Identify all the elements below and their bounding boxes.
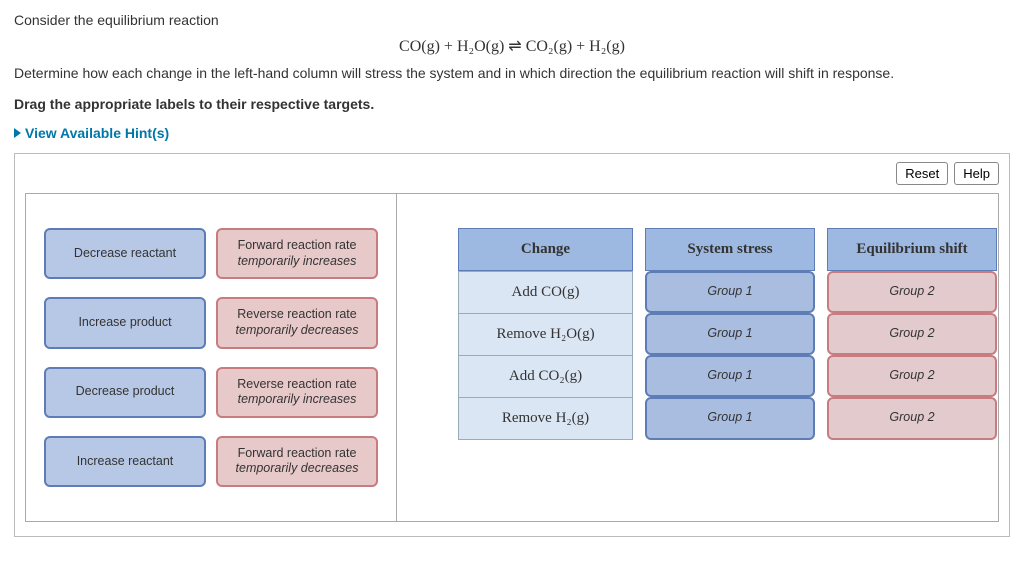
label-decrease-reactant[interactable]: Decrease reactant xyxy=(44,228,206,279)
dropzone-r1-g1[interactable]: Group 1 xyxy=(645,313,815,355)
dropzone-r2-g2[interactable]: Group 2 xyxy=(827,355,997,397)
label-forward-increases[interactable]: Forward reaction rate temporarily increa… xyxy=(216,228,378,279)
pane-divider xyxy=(396,194,426,521)
label-increase-reactant[interactable]: Increase reactant xyxy=(44,436,206,487)
dropzone-r0-g1[interactable]: Group 1 xyxy=(645,271,815,313)
dropzone-r3-g2[interactable]: Group 2 xyxy=(827,397,997,440)
chevron-right-icon xyxy=(14,128,21,138)
dropzone-r2-g1[interactable]: Group 1 xyxy=(645,355,815,397)
dropzone-r1-g2[interactable]: Group 2 xyxy=(827,313,997,355)
col-header-stress: System stress xyxy=(645,228,815,271)
label-decrease-product[interactable]: Decrease product xyxy=(44,367,206,418)
targets-pane: Change System stress Equilibrium shift A… xyxy=(426,194,1024,521)
help-button[interactable]: Help xyxy=(954,162,999,185)
drag-instruction: Drag the appropriate labels to their res… xyxy=(14,94,1010,115)
label-forward-decreases[interactable]: Forward reaction rate temporarily decrea… xyxy=(216,436,378,487)
col-header-shift: Equilibrium shift xyxy=(827,228,997,271)
dropzone-r3-g1[interactable]: Group 1 xyxy=(645,397,815,440)
change-row-3: Remove H₂(g) xyxy=(458,397,633,440)
drag-area: Decrease reactant Forward reaction rate … xyxy=(25,193,999,522)
prompt-line2: Determine how each change in the left-ha… xyxy=(14,65,894,81)
hints-label: View Available Hint(s) xyxy=(25,125,169,141)
change-row-2: Add CO₂(g) xyxy=(458,355,633,397)
labels-pane: Decrease reactant Forward reaction rate … xyxy=(26,194,396,521)
col-header-change: Change xyxy=(458,228,633,271)
label-reverse-decreases[interactable]: Reverse reaction rate temporarily decrea… xyxy=(216,297,378,348)
label-reverse-increases[interactable]: Reverse reaction rate temporarily increa… xyxy=(216,367,378,418)
toolbar: Reset Help xyxy=(25,162,999,185)
prompt-line1: Consider the equilibrium reaction xyxy=(14,12,219,28)
activity-frame: Reset Help Decrease reactant Forward rea… xyxy=(14,153,1010,537)
change-row-0: Add CO(g) xyxy=(458,271,633,313)
view-hints-toggle[interactable]: View Available Hint(s) xyxy=(14,125,169,141)
target-grid: Change System stress Equilibrium shift A… xyxy=(458,228,997,440)
equation: CO(g) + H₂O(g) ⇌ CO₂(g) + H₂(g) xyxy=(14,35,1010,59)
reset-button[interactable]: Reset xyxy=(896,162,948,185)
label-increase-product[interactable]: Increase product xyxy=(44,297,206,348)
question-prompt: Consider the equilibrium reaction CO(g) … xyxy=(14,10,1010,115)
dropzone-r0-g2[interactable]: Group 2 xyxy=(827,271,997,313)
change-row-1: Remove H₂O(g) xyxy=(458,313,633,355)
